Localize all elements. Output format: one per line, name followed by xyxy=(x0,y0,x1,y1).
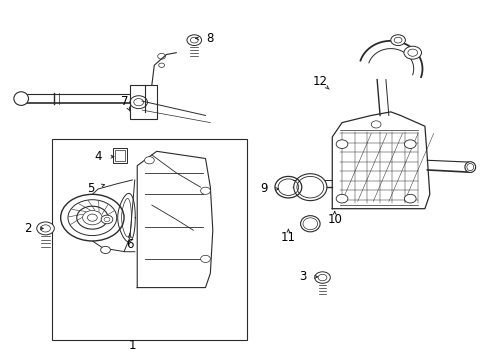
Text: 9: 9 xyxy=(260,183,267,195)
Circle shape xyxy=(87,214,97,221)
Circle shape xyxy=(186,35,201,45)
Ellipse shape xyxy=(14,92,28,105)
Circle shape xyxy=(404,140,415,148)
Bar xyxy=(115,150,125,161)
Circle shape xyxy=(403,46,421,59)
Circle shape xyxy=(77,206,108,229)
Text: 12: 12 xyxy=(312,75,327,88)
Text: 11: 11 xyxy=(280,231,295,244)
Text: 1: 1 xyxy=(128,339,136,352)
Circle shape xyxy=(144,157,154,164)
Circle shape xyxy=(335,140,347,148)
Circle shape xyxy=(37,222,54,235)
Circle shape xyxy=(101,215,113,224)
Text: 4: 4 xyxy=(94,150,102,163)
Text: 6: 6 xyxy=(126,238,133,251)
Text: 8: 8 xyxy=(206,32,214,45)
Circle shape xyxy=(404,194,415,203)
Ellipse shape xyxy=(464,162,475,172)
Text: 3: 3 xyxy=(299,270,306,283)
Circle shape xyxy=(61,194,124,241)
Circle shape xyxy=(335,194,347,203)
Circle shape xyxy=(101,246,110,253)
Bar xyxy=(52,139,246,339)
Circle shape xyxy=(370,121,380,128)
Text: 5: 5 xyxy=(87,183,94,195)
Text: 7: 7 xyxy=(121,95,128,108)
Text: 10: 10 xyxy=(326,213,342,226)
Ellipse shape xyxy=(293,174,326,201)
Circle shape xyxy=(314,272,330,283)
Circle shape xyxy=(200,255,210,262)
Text: 2: 2 xyxy=(24,222,31,235)
Bar xyxy=(130,85,157,119)
Circle shape xyxy=(390,35,405,45)
Circle shape xyxy=(200,187,210,194)
Bar xyxy=(113,148,127,163)
